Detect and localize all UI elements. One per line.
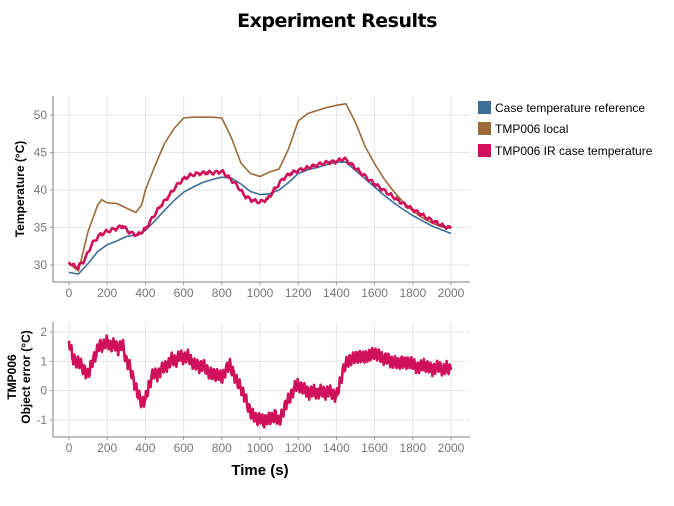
y-tick-label: 50 [34, 108, 48, 122]
x-tick-label: 1800 [399, 286, 426, 300]
y-tick-label: 40 [34, 183, 48, 197]
x-tick-label: 1200 [285, 441, 312, 455]
legend-item-local: TMP006 local [478, 119, 652, 138]
y-axis-label: TMP006 [5, 354, 19, 400]
legend-label-reference: Case temperature reference [495, 100, 646, 115]
x-axis-label: Time (s) [231, 462, 288, 479]
x-tick-label: 400 [135, 286, 155, 300]
x-tick-label: 1000 [247, 286, 274, 300]
x-tick-label: 1600 [361, 441, 388, 455]
legend-swatch-reference [478, 101, 491, 114]
legend-item-ir: TMP006 IR case temperature [478, 141, 652, 160]
x-tick-label: 800 [212, 441, 232, 455]
x-tick-label: 200 [97, 441, 117, 455]
y-tick-label: -1 [36, 413, 47, 427]
y-tick-label: 35 [34, 221, 48, 235]
x-tick-label: 0 [66, 286, 73, 300]
legend-item-reference: Case temperature reference [478, 98, 652, 117]
x-tick-label: 600 [174, 286, 194, 300]
object-error-plot: 0 200 400 600 800 1000 1200 1400 1600 1800 2000 -1 0… [5, 322, 470, 479]
legend-label-ir: TMP006 IR case temperature [495, 143, 653, 158]
legend-swatch-local [478, 122, 491, 135]
x-tick-label: 1400 [323, 441, 350, 455]
x-tick-label: 400 [135, 441, 155, 455]
series-line-tmp006-object-error [67, 334, 453, 429]
x-tick-label: 0 [66, 441, 73, 455]
y-tick-label: 1 [40, 354, 47, 368]
x-tick-label: 800 [212, 286, 232, 300]
legend-swatch-ir [478, 144, 491, 157]
x-tick-label: 1200 [285, 286, 312, 300]
series-line-tmp006-ir-case-temperature [67, 156, 453, 270]
legend: Case temperature reference TMP006 local … [478, 98, 652, 162]
x-tick-label: 600 [174, 441, 194, 455]
legend-label-local: TMP006 local [495, 121, 569, 136]
series-line-case-temperature-reference [68, 161, 452, 275]
y-axis-label: Object error (°C) [19, 330, 33, 423]
series-line-tmp006-local [68, 103, 452, 272]
y-tick-label: 45 [34, 146, 48, 160]
y-tick-label: 30 [34, 258, 48, 272]
x-tick-label: 1000 [247, 441, 274, 455]
temperature-plot: 0 200 400 600 800 1000 1200 1400 1600 1800 2000 30 3… [13, 96, 470, 300]
chart-title: Experiment Results [237, 10, 437, 32]
x-tick-label: 1400 [323, 286, 350, 300]
x-tick-label: 2000 [438, 441, 465, 455]
y-axis-label: Temperature (°C) [13, 141, 27, 238]
x-tick-label: 2000 [438, 286, 465, 300]
y-tick-label: 2 [40, 325, 47, 339]
x-tick-label: 1800 [399, 441, 426, 455]
x-tick-label: 1600 [361, 286, 388, 300]
y-tick-label: 0 [40, 384, 47, 398]
x-tick-label: 200 [97, 286, 117, 300]
